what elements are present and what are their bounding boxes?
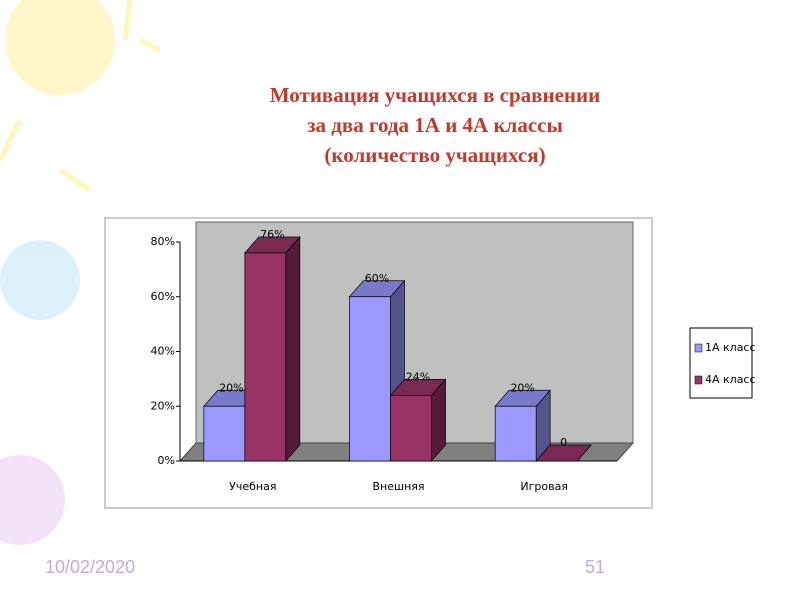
value-label: 24% bbox=[406, 370, 430, 383]
value-label: 20% bbox=[510, 381, 534, 394]
bar bbox=[494, 405, 537, 462]
bar-side bbox=[285, 236, 301, 462]
bar bbox=[349, 296, 391, 462]
x-tick-label: Игровая bbox=[520, 480, 568, 493]
bar-top bbox=[535, 444, 592, 462]
x-tick-label: Учебная bbox=[229, 480, 276, 493]
decoration bbox=[0, 0, 162, 545]
value-label: 60% bbox=[365, 272, 389, 285]
bar bbox=[203, 405, 246, 462]
y-tick-label: 60% bbox=[151, 290, 175, 303]
y-tick-label: 20% bbox=[151, 399, 175, 412]
y-tick-label: 0% bbox=[158, 454, 175, 467]
y-tick-label: 80% bbox=[151, 235, 175, 248]
value-label: 0 bbox=[560, 436, 567, 449]
title-line: (количество учащихся) bbox=[324, 143, 545, 167]
x-tick-label: Внешняя bbox=[373, 480, 425, 493]
legend-label: 4А класс bbox=[705, 373, 756, 386]
legend-swatch bbox=[694, 375, 703, 385]
title-line: Мотивация учащихся в сравнении bbox=[270, 83, 600, 107]
legend-swatch bbox=[694, 343, 703, 353]
slide-number: 51 bbox=[585, 557, 605, 577]
title-line: за два года 1А и 4А классы bbox=[307, 113, 563, 137]
y-tick-label: 40% bbox=[151, 345, 175, 358]
legend-label: 1А класс bbox=[705, 341, 756, 354]
slide-date: 10/02/2020 bbox=[45, 557, 135, 577]
bar bbox=[390, 394, 432, 462]
bar bbox=[244, 252, 287, 462]
value-label: 76% bbox=[260, 228, 284, 241]
value-label: 20% bbox=[219, 381, 243, 394]
legend bbox=[689, 327, 753, 399]
